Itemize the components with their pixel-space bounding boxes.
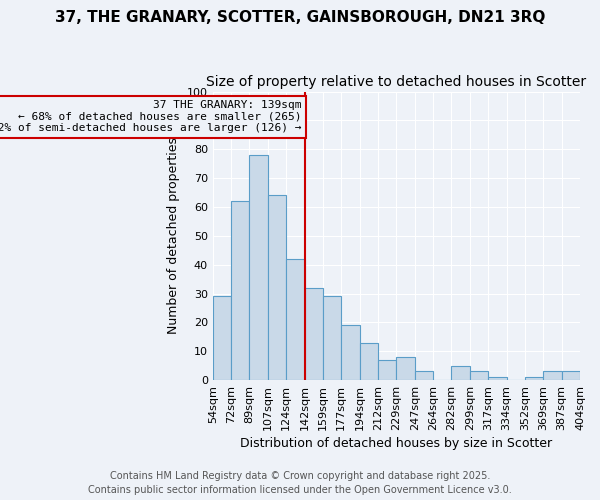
Text: 37, THE GRANARY, SCOTTER, GAINSBOROUGH, DN21 3RQ: 37, THE GRANARY, SCOTTER, GAINSBOROUGH, …	[55, 10, 545, 25]
Bar	[359, 342, 378, 380]
Bar	[488, 377, 506, 380]
Y-axis label: Number of detached properties: Number of detached properties	[167, 138, 180, 334]
Bar	[213, 296, 231, 380]
Bar	[286, 259, 305, 380]
X-axis label: Distribution of detached houses by size in Scotter: Distribution of detached houses by size …	[241, 437, 553, 450]
Bar	[323, 296, 341, 380]
Bar	[231, 201, 250, 380]
Bar	[525, 377, 543, 380]
Bar	[470, 372, 488, 380]
Bar	[250, 155, 268, 380]
Bar	[341, 326, 359, 380]
Text: Contains HM Land Registry data © Crown copyright and database right 2025.
Contai: Contains HM Land Registry data © Crown c…	[88, 471, 512, 495]
Bar	[397, 357, 415, 380]
Bar	[543, 372, 562, 380]
Bar	[268, 196, 286, 380]
Bar	[562, 372, 580, 380]
Bar	[305, 288, 323, 380]
Text: 37 THE GRANARY: 139sqm
← 68% of detached houses are smaller (265)
32% of semi-de: 37 THE GRANARY: 139sqm ← 68% of detached…	[0, 100, 302, 134]
Bar	[415, 372, 433, 380]
Title: Size of property relative to detached houses in Scotter: Size of property relative to detached ho…	[206, 75, 586, 89]
Bar	[378, 360, 397, 380]
Bar	[451, 366, 470, 380]
